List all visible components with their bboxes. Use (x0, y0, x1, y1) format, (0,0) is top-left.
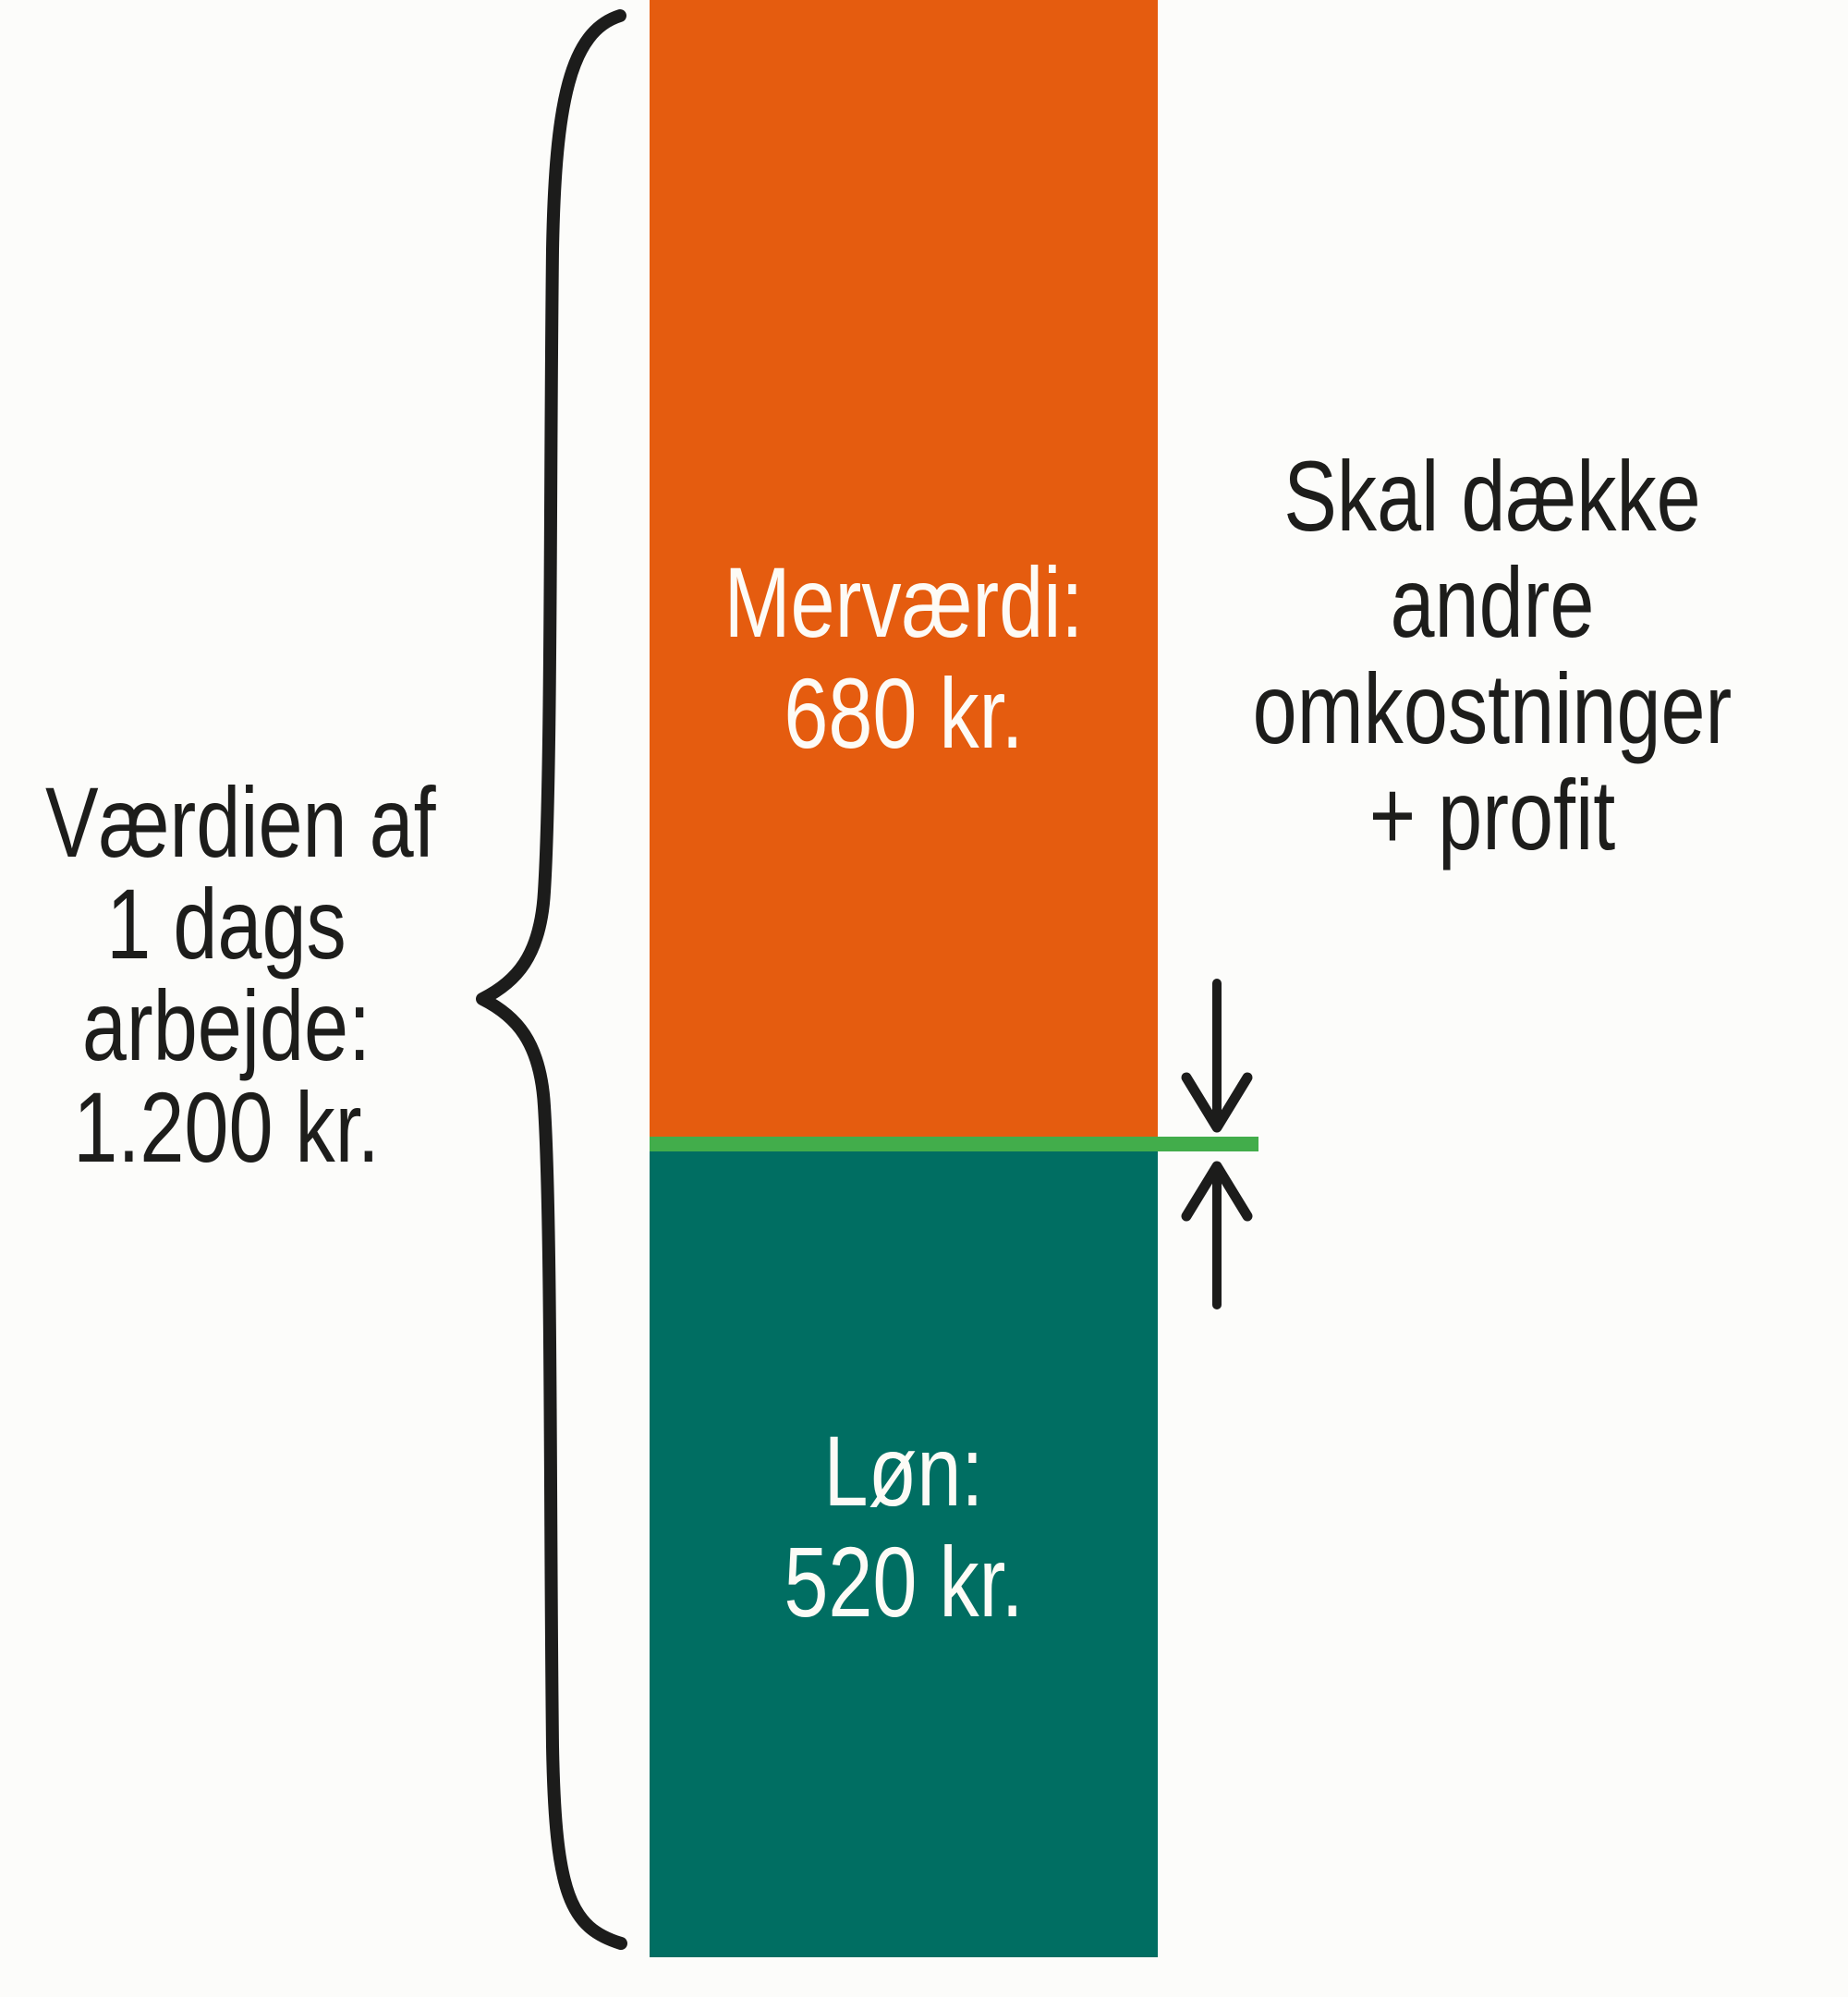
curly-brace (476, 9, 627, 1950)
right-annotation-costs-profit: Skal dække andre omkostninger + profit (1248, 443, 1736, 868)
bar-label-line: 520 kr. (784, 1526, 1024, 1638)
bar-label-merverdi: Merværdi: 680 kr. (700, 547, 1107, 769)
down-arrow-icon (1181, 979, 1253, 1133)
up-arrow-head (1181, 1161, 1253, 1222)
bar-label-line: Løn: (823, 1415, 984, 1527)
right-annotation-line: Skal dække (1283, 440, 1701, 552)
right-annotation-line: andre (1390, 546, 1595, 658)
divider-line (650, 1137, 1258, 1151)
left-annotation-line: 1 dags (106, 868, 346, 980)
bar-label-lon: Løn: 520 kr. (700, 1416, 1107, 1638)
left-annotation-line: arbejde: (81, 969, 371, 1081)
down-arrow-head (1181, 1072, 1253, 1133)
left-annotation-total-value: Værdien af 1 dags arbejde: 1.200 kr. (45, 766, 436, 1183)
right-annotation-line: + profit (1368, 759, 1616, 871)
bar-segment-merverdi (650, 0, 1158, 1139)
right-annotation-line: omkostninger (1252, 652, 1732, 764)
left-annotation-line: 1.200 kr. (73, 1071, 380, 1183)
left-annotation-line: Værdien af (45, 766, 436, 878)
up-arrow-icon (1181, 1161, 1253, 1309)
bar-label-line: 680 kr. (784, 657, 1024, 769)
bar-segment-lon (650, 1151, 1158, 1957)
bar-label-line: Merværdi: (723, 546, 1084, 658)
